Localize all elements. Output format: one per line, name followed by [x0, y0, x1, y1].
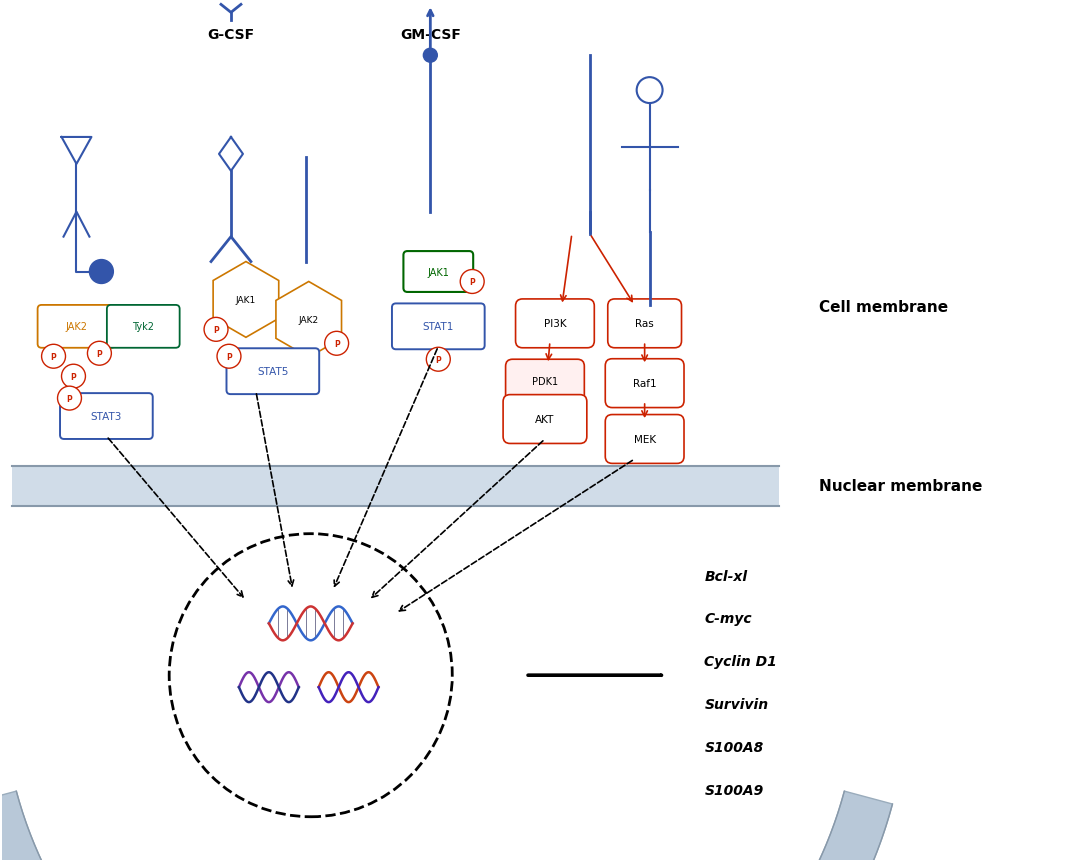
Text: Raf1: Raf1 [633, 379, 657, 388]
Text: JAK1: JAK1 [427, 267, 449, 277]
Polygon shape [0, 791, 892, 861]
Text: Nuclear membrane: Nuclear membrane [819, 479, 983, 493]
Text: Bcl-xl: Bcl-xl [705, 569, 747, 583]
Bar [12, 467, 779, 506]
Circle shape [423, 49, 437, 63]
FancyBboxPatch shape [516, 300, 595, 349]
Text: P: P [435, 356, 441, 364]
Text: Cyclin D1: Cyclin D1 [705, 654, 777, 668]
Circle shape [636, 78, 663, 104]
Circle shape [90, 260, 113, 284]
Text: STAT5: STAT5 [257, 367, 289, 377]
Text: G-CSF: G-CSF [208, 28, 255, 42]
Circle shape [461, 270, 484, 294]
Text: JAK2: JAK2 [298, 315, 319, 325]
Text: C-myc: C-myc [705, 611, 753, 626]
Text: PDK1: PDK1 [532, 377, 558, 387]
Circle shape [426, 348, 450, 372]
Circle shape [62, 365, 85, 388]
FancyBboxPatch shape [60, 393, 152, 439]
Text: JAK1: JAK1 [236, 295, 256, 305]
FancyBboxPatch shape [392, 304, 485, 350]
Polygon shape [276, 282, 341, 358]
Text: Ras: Ras [635, 319, 655, 329]
Text: P: P [226, 352, 232, 362]
FancyBboxPatch shape [226, 349, 319, 394]
FancyBboxPatch shape [505, 360, 584, 404]
Circle shape [204, 318, 228, 342]
FancyBboxPatch shape [503, 395, 586, 444]
Text: AKT: AKT [535, 414, 554, 424]
FancyBboxPatch shape [605, 359, 684, 408]
FancyBboxPatch shape [608, 300, 681, 349]
Text: P: P [51, 352, 56, 362]
Text: STAT3: STAT3 [91, 412, 123, 422]
Circle shape [217, 345, 241, 369]
Text: S100A8: S100A8 [705, 740, 763, 754]
FancyBboxPatch shape [403, 251, 473, 293]
Text: Tyk2: Tyk2 [132, 322, 155, 332]
FancyBboxPatch shape [37, 306, 115, 349]
Text: P: P [469, 277, 475, 287]
Circle shape [58, 387, 81, 411]
Text: JAK2: JAK2 [65, 322, 87, 332]
Circle shape [169, 534, 452, 817]
Text: P: P [213, 325, 219, 334]
Text: P: P [334, 339, 339, 349]
Text: P: P [70, 372, 77, 381]
FancyBboxPatch shape [605, 415, 684, 464]
Text: Survivin: Survivin [705, 697, 769, 711]
Circle shape [87, 342, 111, 366]
Text: GM-CSF: GM-CSF [400, 28, 461, 42]
Circle shape [42, 345, 65, 369]
Text: STAT1: STAT1 [422, 322, 454, 332]
Text: MEK: MEK [633, 435, 656, 444]
Text: S100A9: S100A9 [705, 783, 763, 797]
FancyBboxPatch shape [107, 306, 180, 349]
Text: PI3K: PI3K [544, 319, 566, 329]
Polygon shape [213, 263, 278, 338]
Text: Cell membrane: Cell membrane [819, 300, 948, 314]
Circle shape [325, 332, 349, 356]
Text: P: P [66, 394, 72, 403]
Text: P: P [97, 350, 102, 358]
